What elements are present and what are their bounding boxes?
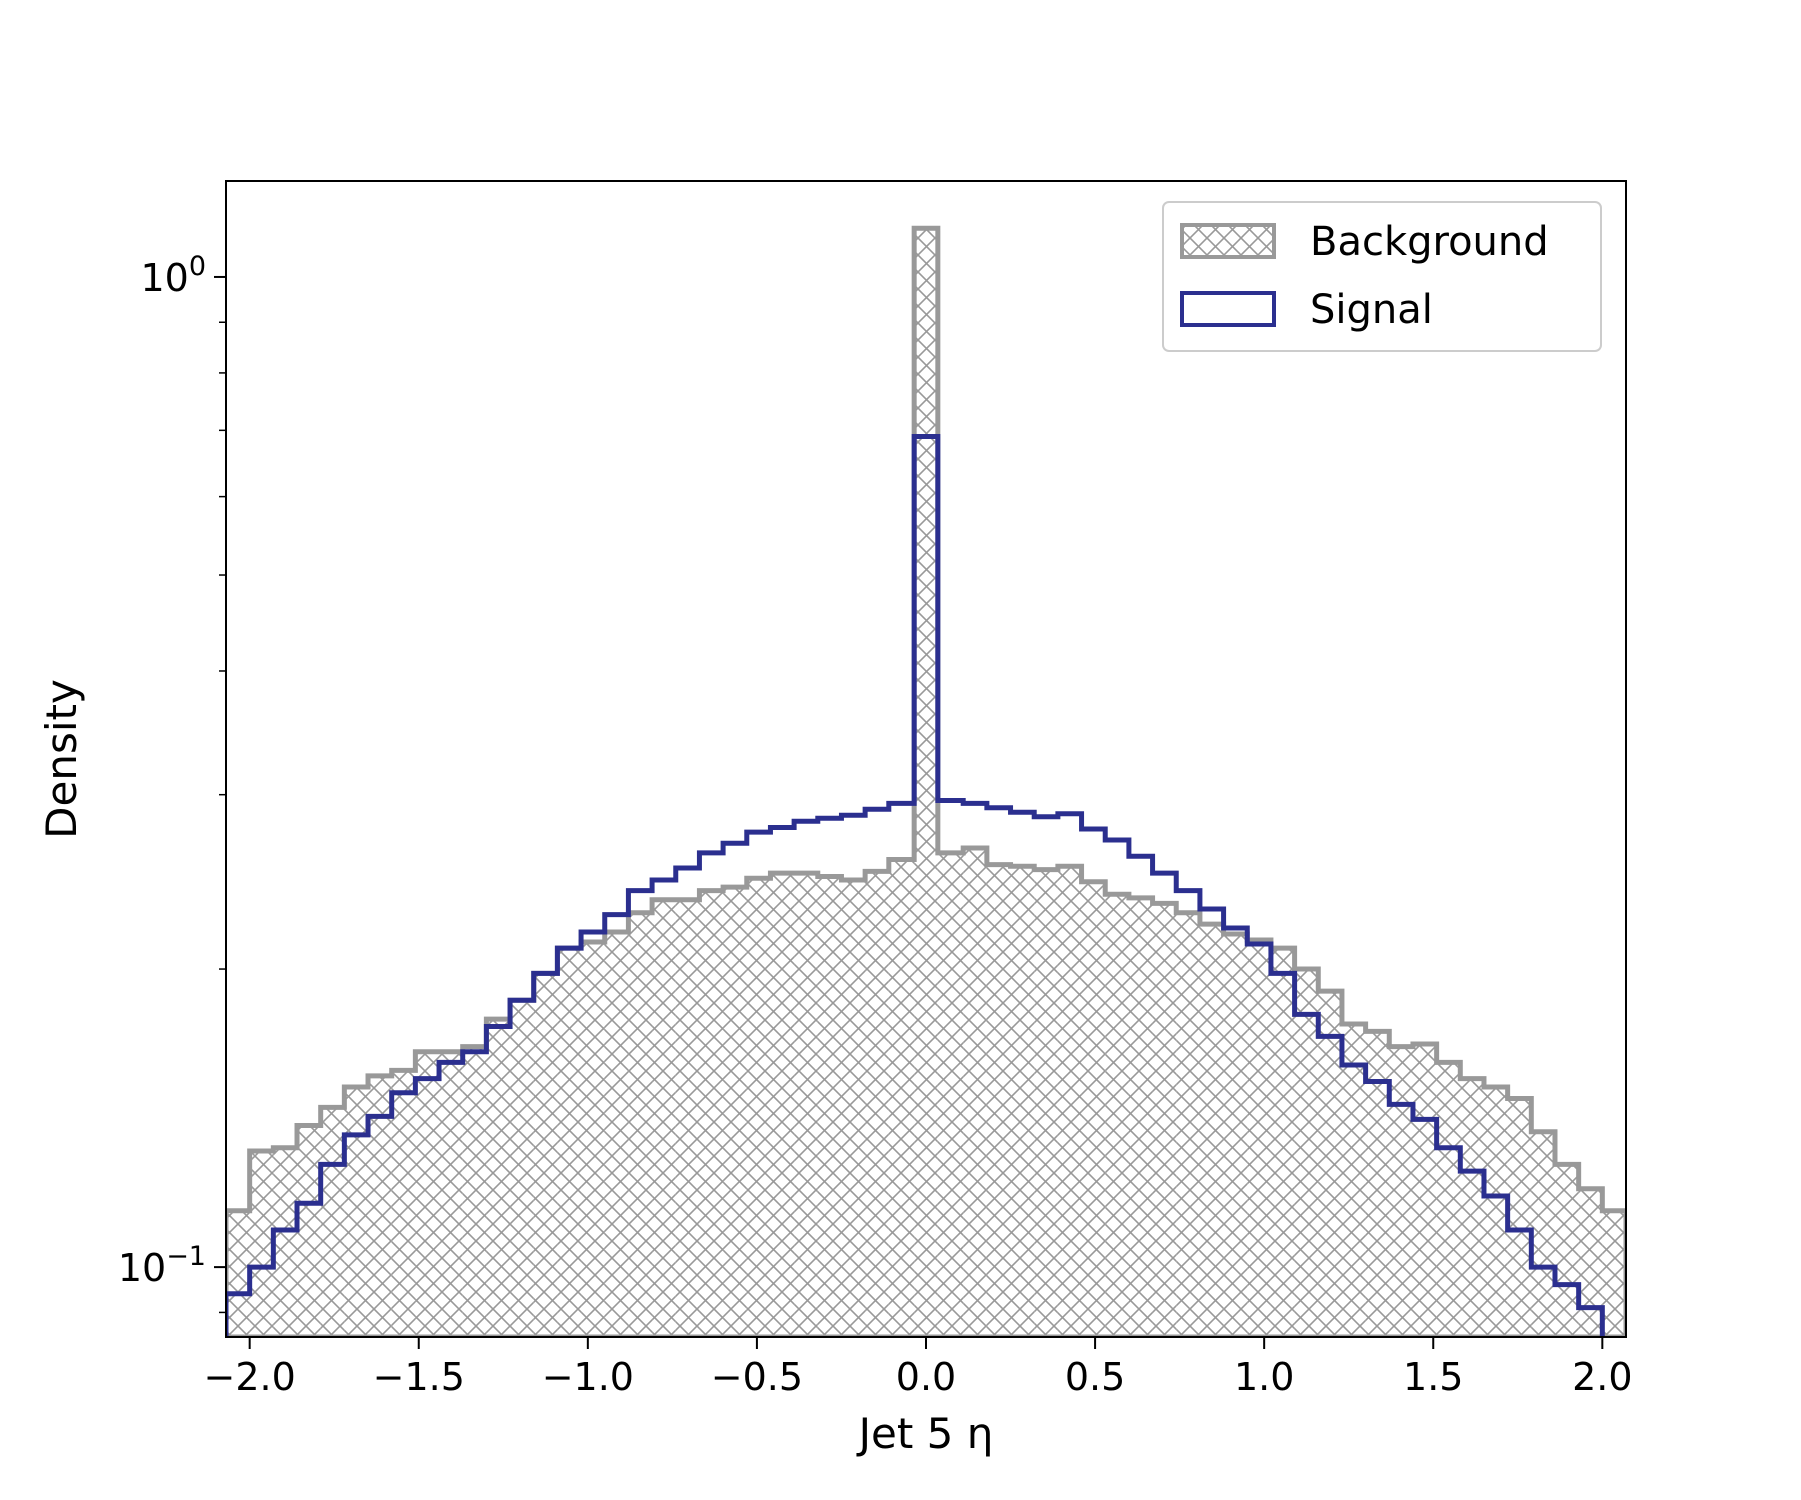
background-bar <box>320 1107 345 1337</box>
background-bar <box>1554 1164 1579 1337</box>
y-axis: 100 10−1 <box>118 251 226 1314</box>
x-tick-label: 0.5 <box>1065 1355 1125 1399</box>
legend-label-signal: Signal <box>1310 287 1433 333</box>
background-bar <box>1389 1046 1413 1337</box>
x-tick-label: 1.0 <box>1234 1355 1294 1399</box>
background-bar <box>1412 1044 1437 1337</box>
legend-label-background: Background <box>1310 219 1549 265</box>
background-bar <box>1341 1024 1366 1337</box>
background-bar <box>486 1019 511 1337</box>
x-axis-label: Jet 5 η <box>856 1409 994 1458</box>
background-bar <box>1247 939 1271 1337</box>
background-bar <box>1223 933 1248 1337</box>
background-bar <box>1034 869 1058 1337</box>
legend-swatch-signal <box>1180 291 1276 327</box>
x-axis: −2.0 −1.5 −1.0 −0.5 0.0 0.5 1.0 1.5 2.0 <box>204 1337 1633 1399</box>
background-bar <box>581 941 605 1337</box>
background-bar <box>746 878 771 1337</box>
background-bar <box>1152 903 1177 1337</box>
background-bar <box>1199 924 1224 1337</box>
background-bar <box>604 931 629 1337</box>
background-bar <box>770 873 795 1337</box>
background-bar <box>415 1051 440 1337</box>
x-tick-label: 0.0 <box>896 1355 956 1399</box>
signal-series <box>226 434 1605 1337</box>
background-bar <box>462 1046 487 1337</box>
x-tick-label: −2.0 <box>204 1355 296 1399</box>
background-bar <box>1270 948 1295 1337</box>
background-bar <box>226 1210 250 1337</box>
background-bar <box>510 1000 534 1337</box>
background-bar <box>1128 897 1153 1337</box>
background-bar <box>1578 1188 1603 1337</box>
x-tick-label: −1.5 <box>373 1355 465 1399</box>
background-bar <box>344 1087 369 1337</box>
background-bar <box>1460 1078 1484 1337</box>
background-bar <box>368 1075 392 1337</box>
background-bar <box>986 864 1011 1337</box>
background-bar <box>914 228 938 1337</box>
background-bar <box>1365 1031 1390 1337</box>
x-tick-label: −0.5 <box>711 1355 803 1399</box>
background-bar <box>1057 866 1082 1337</box>
x-tick-label: −1.0 <box>542 1355 634 1399</box>
signal-outline <box>226 434 1605 1337</box>
background-bar <box>699 890 724 1337</box>
background-bar <box>439 1051 463 1337</box>
x-tick-label: 2.0 <box>1572 1355 1632 1399</box>
background-bar <box>249 1150 274 1337</box>
background-bar <box>297 1125 321 1337</box>
background-bar <box>1010 866 1035 1337</box>
background-bar <box>1507 1098 1532 1337</box>
x-tick-label: 1.5 <box>1403 1355 1463 1399</box>
background-bar <box>1105 894 1129 1337</box>
background-bar <box>841 880 866 1337</box>
background-bar <box>1531 1131 1555 1337</box>
background-bar <box>1436 1062 1461 1337</box>
background-bar <box>628 912 653 1337</box>
background-bar <box>963 848 987 1337</box>
background-bar <box>1318 991 1342 1337</box>
background-bar <box>1602 1210 1626 1337</box>
background-bar <box>533 973 558 1337</box>
background-bar <box>817 876 842 1337</box>
background-bar <box>675 899 700 1337</box>
background-bar <box>273 1147 298 1337</box>
background-bar <box>1294 969 1319 1337</box>
y-axis-label: Density <box>37 679 86 839</box>
legend-swatch-background <box>1180 223 1276 259</box>
background-bar <box>937 852 964 1337</box>
background-bar <box>888 859 915 1337</box>
background-bar <box>1081 881 1106 1337</box>
background-bar <box>1176 912 1200 1337</box>
background-bar <box>391 1070 416 1337</box>
background-bar <box>723 887 747 1337</box>
background-bar <box>557 948 582 1337</box>
background-bar <box>1483 1087 1508 1337</box>
plot-area <box>225 180 1627 1338</box>
y-tick-label: 10−1 <box>118 1241 206 1290</box>
background-bar <box>865 871 889 1337</box>
y-tick-label: 100 <box>140 251 206 300</box>
background-bar <box>652 899 676 1337</box>
background-outline <box>226 225 1626 1337</box>
background-bar <box>794 873 818 1337</box>
legend: Background Signal <box>1162 201 1602 352</box>
background-series <box>226 225 1626 1337</box>
